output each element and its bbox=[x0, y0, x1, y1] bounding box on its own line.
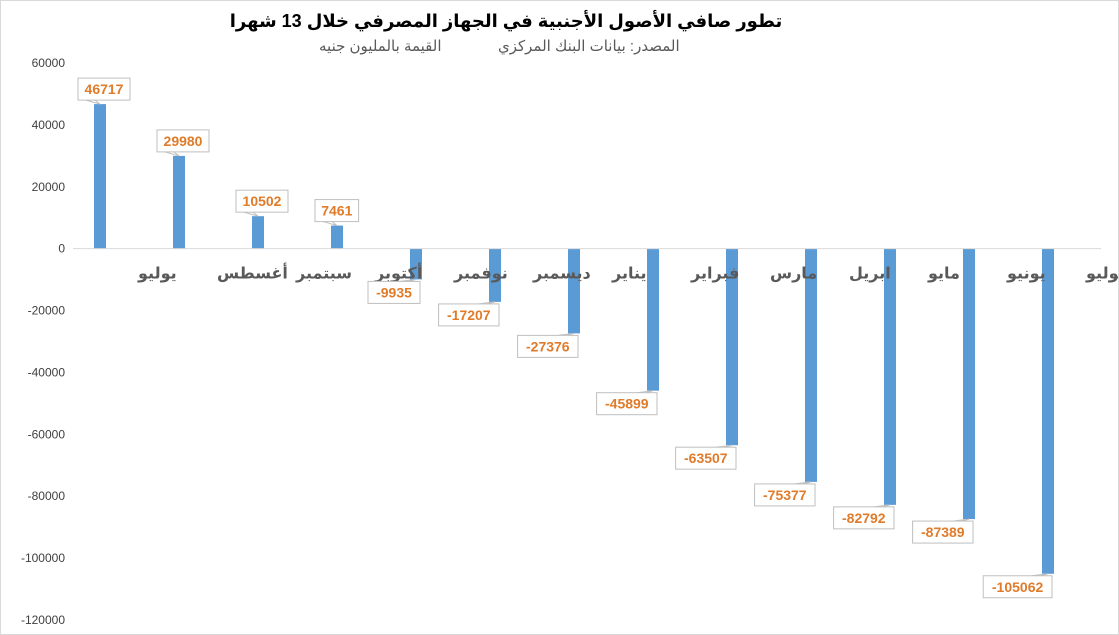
y-tick-label: -80000 bbox=[28, 489, 66, 503]
data-label-callout: -75377 bbox=[754, 481, 816, 507]
data-label-callout: -17207 bbox=[438, 301, 500, 327]
callout-box bbox=[314, 199, 360, 223]
y-tick-label: 20000 bbox=[32, 180, 66, 194]
chart-subtitle-unit: القيمة بالمليون جنيه bbox=[319, 38, 442, 55]
data-label-callout: -87389 bbox=[912, 518, 974, 544]
bar bbox=[410, 248, 422, 280]
data-label-callout: 29980 bbox=[156, 129, 210, 157]
data-label: -87389 bbox=[921, 524, 965, 540]
bar bbox=[331, 225, 343, 249]
category-label: يونيو bbox=[1006, 264, 1046, 283]
data-label: -105062 bbox=[992, 579, 1044, 595]
data-label: 46717 bbox=[85, 81, 124, 97]
y-tick-label: 60000 bbox=[32, 56, 66, 70]
data-label-callout: -45899 bbox=[596, 390, 658, 416]
data-label: 29980 bbox=[164, 133, 203, 149]
chart-subtitle-source: المصدر: بيانات البنك المركزي bbox=[498, 38, 680, 55]
category-label: مايو bbox=[927, 264, 960, 283]
y-tick-label: -20000 bbox=[28, 304, 66, 318]
callout-box bbox=[596, 392, 658, 416]
chart-title: تطور صافي الأصول الأجنبية في الجهاز المص… bbox=[229, 11, 783, 31]
category-label: يوليو bbox=[137, 264, 177, 283]
callout-box bbox=[517, 334, 579, 358]
bar bbox=[805, 248, 817, 482]
bar bbox=[884, 248, 896, 505]
callout-box bbox=[367, 280, 421, 304]
category-label: مارس bbox=[770, 264, 817, 283]
data-label-callout: -27376 bbox=[517, 332, 579, 358]
callout-box bbox=[235, 189, 289, 213]
category-label: سبتمبر bbox=[295, 264, 352, 283]
bar bbox=[94, 104, 106, 249]
y-tick-label: -100000 bbox=[21, 551, 65, 565]
y-tick-label: -120000 bbox=[21, 613, 65, 627]
category-label: ديسمبر bbox=[532, 264, 591, 283]
bar bbox=[647, 248, 659, 391]
category-label: ابريل bbox=[849, 264, 891, 283]
callout-box bbox=[754, 483, 816, 507]
data-label: 7461 bbox=[321, 203, 352, 219]
category-label: نوفمبر bbox=[453, 264, 508, 283]
data-label: -17207 bbox=[447, 307, 491, 323]
callout-pointer bbox=[85, 99, 101, 105]
category-labels: يوليو أغسطس سبتمبر أكتوبر نوفمبر ديسمبر يناير ف… bbox=[137, 263, 1118, 283]
callout-box bbox=[438, 303, 500, 327]
callout-box bbox=[982, 575, 1053, 599]
data-label: -27376 bbox=[526, 338, 570, 354]
category-label: يناير bbox=[611, 264, 647, 283]
bar bbox=[568, 248, 580, 334]
data-label-callout: -82792 bbox=[833, 504, 895, 530]
category-label: يوليو bbox=[1085, 264, 1118, 283]
callout-pointer bbox=[243, 211, 259, 217]
y-tick-label: -40000 bbox=[28, 365, 66, 379]
callout-pointer bbox=[164, 151, 180, 157]
bars bbox=[94, 104, 1054, 574]
bar bbox=[489, 248, 501, 302]
callout-box bbox=[675, 446, 737, 470]
bar bbox=[963, 248, 975, 520]
y-axis: 60000 40000 20000 0 -20000 -40000 -60000 -80000… bbox=[21, 56, 65, 627]
y-tick-label: 40000 bbox=[32, 118, 66, 132]
bar bbox=[726, 248, 738, 446]
category-label: أكتوبر bbox=[374, 263, 422, 283]
callout-box bbox=[77, 77, 131, 101]
data-label: -45899 bbox=[605, 396, 649, 412]
data-label-callout: -105062 bbox=[982, 573, 1053, 599]
y-tick-label: -60000 bbox=[28, 427, 66, 441]
data-label: -82792 bbox=[842, 510, 886, 526]
callout-box bbox=[833, 506, 895, 530]
data-label-callout: 46717 bbox=[77, 77, 131, 105]
y-tick-label: 0 bbox=[58, 242, 65, 256]
category-label: فبراير bbox=[690, 264, 739, 283]
callout-box bbox=[156, 129, 210, 153]
data-labels: 46717 29980 10502 7461 -9935 -17207 -27376 -458… bbox=[77, 77, 1053, 599]
callout-box bbox=[912, 520, 974, 544]
callout-pointer bbox=[322, 221, 338, 227]
data-label: 10502 bbox=[243, 193, 282, 209]
category-label: أغسطس bbox=[217, 263, 288, 283]
data-label: -63507 bbox=[684, 450, 728, 466]
bar bbox=[1042, 248, 1054, 574]
data-label-callout: -9935 bbox=[367, 278, 421, 304]
data-label: -9935 bbox=[376, 284, 412, 300]
data-label-callout: -63507 bbox=[675, 444, 737, 470]
data-label-callout: 7461 bbox=[314, 199, 360, 227]
bar bbox=[173, 155, 185, 249]
data-label-callout: 10502 bbox=[235, 189, 289, 217]
data-label: -75377 bbox=[763, 487, 807, 503]
bar bbox=[252, 216, 264, 249]
